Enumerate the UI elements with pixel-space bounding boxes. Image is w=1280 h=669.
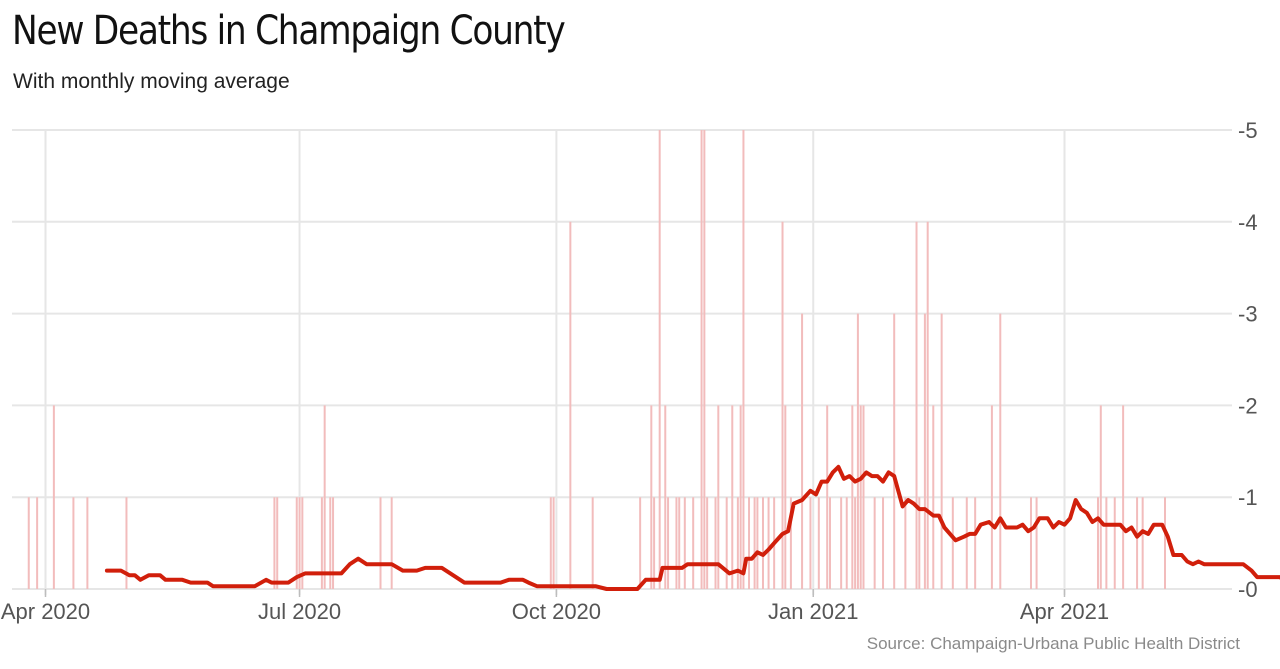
y-tick-label: -0 <box>1238 577 1258 602</box>
moving-average-line <box>104 464 1280 591</box>
line-layer <box>104 464 1280 591</box>
y-tick-label: -1 <box>1238 485 1258 510</box>
chart-subtitle: With monthly moving average <box>13 70 290 93</box>
chart-title: New Deaths in Champaign County <box>12 8 566 54</box>
x-tick-label: Jan 2021 <box>768 599 859 624</box>
y-tick-label: -2 <box>1238 393 1258 418</box>
source-note: Source: Champaign-Urbana Public Health D… <box>866 634 1240 653</box>
y-tick-label: -5 <box>1238 118 1258 143</box>
x-tick-label: Apr 2021 <box>1020 599 1109 624</box>
x-tick-label: Oct 2020 <box>512 599 601 624</box>
x-tick-label: Jul 2020 <box>258 599 341 624</box>
grid-layer <box>12 129 1232 595</box>
y-tick-label: -3 <box>1238 302 1258 327</box>
axis-layer: -0 -1 -2 -3 -4 -5 Apr 2020 Jul 2020 Oct 2020 Jan … <box>1 118 1258 624</box>
y-tick-label: -4 <box>1238 210 1258 235</box>
bars-layer <box>27 130 1166 589</box>
x-tick-label: Apr 2020 <box>1 599 90 624</box>
